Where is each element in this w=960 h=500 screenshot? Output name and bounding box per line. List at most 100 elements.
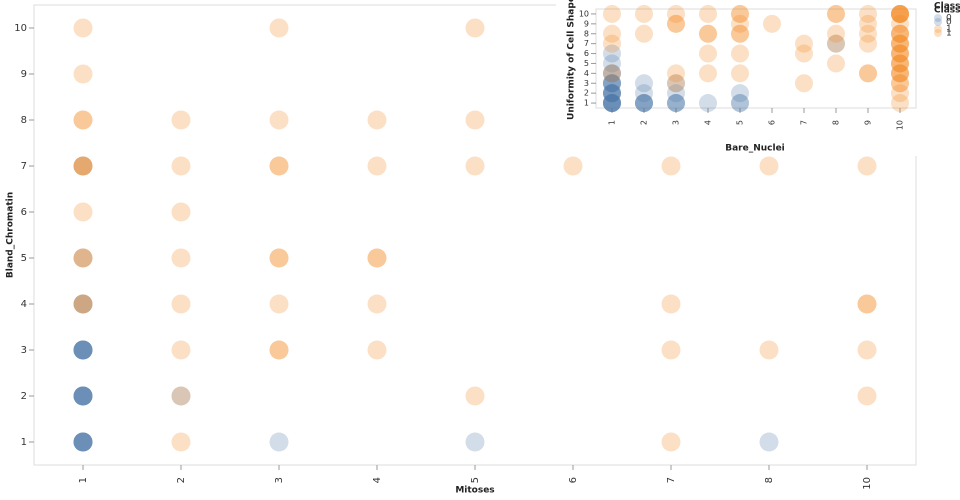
point <box>73 64 93 84</box>
x-axis-title: Mitoses <box>455 486 494 496</box>
y-tick-label: 8 <box>584 29 589 38</box>
x-tick-label: 6 <box>568 477 579 483</box>
x-tick-label: 3 <box>274 477 285 483</box>
point <box>891 54 909 73</box>
point <box>859 64 877 83</box>
point <box>859 64 877 83</box>
point <box>73 294 93 314</box>
y-tick-label: 5 <box>21 253 27 264</box>
point <box>759 156 779 176</box>
x-tick-label: 4 <box>704 120 713 125</box>
y-tick-label: 4 <box>21 299 27 310</box>
legend-symbol <box>934 18 942 26</box>
point <box>731 94 749 113</box>
point <box>603 84 621 103</box>
point <box>73 156 93 176</box>
point <box>73 294 93 314</box>
point <box>73 432 93 452</box>
point <box>635 94 653 113</box>
point <box>269 340 289 360</box>
point <box>465 386 485 406</box>
point <box>603 84 621 103</box>
x-axis-title: Bare_Nuclei <box>725 144 785 154</box>
point <box>731 44 749 63</box>
point <box>891 64 909 83</box>
point <box>891 54 909 73</box>
point <box>269 248 289 268</box>
point <box>857 340 877 360</box>
point <box>635 24 653 43</box>
y-tick-label: 3 <box>21 345 27 356</box>
point <box>603 94 621 113</box>
point <box>269 18 289 38</box>
point <box>465 156 485 176</box>
point <box>73 156 93 176</box>
point <box>891 4 909 23</box>
point <box>759 340 779 360</box>
point <box>857 294 877 314</box>
point <box>603 74 621 93</box>
point <box>603 64 621 83</box>
point <box>667 14 685 33</box>
y-tick-label: 7 <box>21 161 27 172</box>
point <box>667 94 685 113</box>
point <box>699 4 717 23</box>
point <box>73 156 93 176</box>
point <box>859 14 877 33</box>
point <box>635 84 653 103</box>
y-tick-label: 2 <box>21 391 27 402</box>
point <box>891 34 909 53</box>
legend-label: 0 <box>946 14 952 24</box>
point <box>891 24 909 43</box>
x-tick-label: 10 <box>896 120 905 130</box>
point <box>73 386 93 406</box>
legend-symbol <box>934 14 942 22</box>
point <box>635 94 653 113</box>
point <box>367 294 387 314</box>
plot-frame <box>595 8 917 109</box>
point <box>795 44 813 63</box>
point <box>603 94 621 113</box>
point <box>827 34 845 53</box>
point <box>731 24 749 43</box>
point <box>171 386 191 406</box>
point <box>171 340 191 360</box>
point <box>891 74 909 93</box>
point <box>603 54 621 73</box>
point <box>367 156 387 176</box>
point <box>667 94 685 113</box>
point <box>73 110 93 130</box>
point <box>603 94 621 113</box>
point <box>661 156 681 176</box>
y-axis-title: Uniformity of Cell Shape <box>567 0 577 120</box>
point <box>857 156 877 176</box>
point <box>891 64 909 83</box>
point <box>73 432 93 452</box>
point <box>661 294 681 314</box>
x-tick-label: 6 <box>768 120 777 125</box>
y-axis-title: Bland_Chromatin <box>6 192 16 278</box>
point <box>269 156 289 176</box>
x-tick-label: 5 <box>736 120 745 125</box>
point <box>795 74 813 93</box>
point <box>731 84 749 103</box>
point <box>667 14 685 33</box>
legend-symbol <box>934 25 942 33</box>
point <box>73 110 93 130</box>
point <box>731 64 749 83</box>
point <box>73 248 93 268</box>
point <box>891 44 909 63</box>
x-tick-label: 9 <box>864 120 873 125</box>
point <box>171 202 191 222</box>
point <box>171 248 191 268</box>
point <box>73 18 93 38</box>
y-tick-label: 2 <box>584 89 589 98</box>
point <box>367 110 387 130</box>
point <box>269 432 289 452</box>
point <box>73 386 93 406</box>
point <box>73 340 93 360</box>
x-tick-label: 8 <box>764 477 775 483</box>
point <box>667 74 685 93</box>
point <box>731 14 749 33</box>
